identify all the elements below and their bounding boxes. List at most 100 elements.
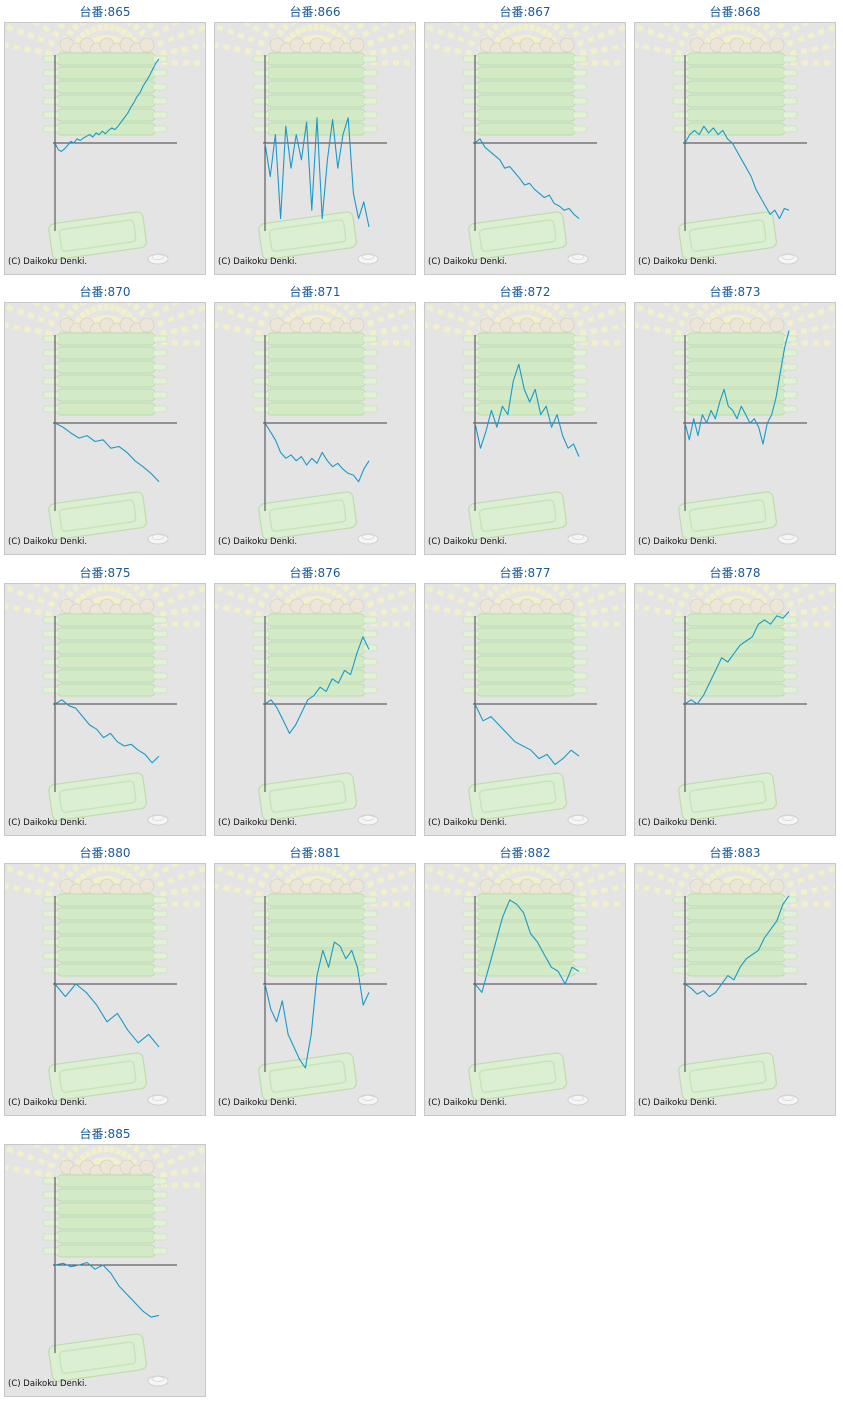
sun-ray bbox=[103, 584, 116, 625]
chart-svg bbox=[5, 1145, 205, 1387]
tray-handle bbox=[672, 391, 690, 399]
panel-artwork bbox=[425, 864, 625, 1106]
machine-chart-panel: 台番:873 (C) Daikoku Denki. bbox=[630, 280, 840, 560]
tray-shape bbox=[476, 388, 576, 402]
tray-handle bbox=[672, 896, 690, 904]
copyright-text: (C) Daikoku Denki. bbox=[218, 1098, 298, 1108]
chart-svg bbox=[635, 23, 835, 265]
tray-handle bbox=[782, 97, 798, 105]
machine-chart-panel: 台番:866 (C) Daikoku Denki. bbox=[210, 0, 420, 280]
tray-shape bbox=[56, 641, 156, 655]
chart-svg bbox=[635, 584, 835, 826]
tray-handle bbox=[362, 335, 378, 343]
bottom-tray bbox=[258, 491, 357, 540]
panel-artwork bbox=[635, 23, 835, 265]
tray-shape bbox=[56, 108, 156, 122]
chart-title: 台番:868 bbox=[709, 5, 761, 19]
tray-handle bbox=[572, 616, 588, 624]
machine-chart-panel: 台番:868 (C) Daikoku Denki. bbox=[630, 0, 840, 280]
tray-shape bbox=[266, 346, 366, 360]
coin-shape bbox=[777, 1094, 799, 1106]
machine-chart-panel: 台番:867 (C) Daikoku Denki. bbox=[420, 0, 630, 280]
chart-title: 台番:875 bbox=[79, 566, 131, 580]
panel-artwork bbox=[5, 864, 205, 1106]
coin-ring bbox=[781, 534, 795, 540]
tray-shape bbox=[476, 108, 576, 122]
tray-shape bbox=[56, 94, 156, 108]
tray-handle bbox=[42, 69, 60, 77]
sun-ray bbox=[508, 584, 529, 625]
coin-ring bbox=[151, 254, 165, 260]
tray-shape bbox=[266, 613, 366, 627]
data-series-line bbox=[684, 611, 790, 705]
sun-ray bbox=[523, 584, 544, 625]
sun-ray bbox=[733, 584, 746, 625]
tray-outer bbox=[678, 1052, 777, 1101]
tray-shape bbox=[266, 907, 366, 921]
tray-inner bbox=[688, 780, 767, 813]
tray-handle bbox=[362, 672, 378, 680]
tray-outer bbox=[468, 1052, 567, 1101]
tray-handle bbox=[42, 1233, 60, 1241]
tray-shape bbox=[686, 963, 786, 977]
sun-ray bbox=[523, 864, 552, 906]
tray-handle bbox=[42, 910, 60, 918]
tray-shape bbox=[56, 374, 156, 388]
coin-shape bbox=[567, 253, 589, 265]
bottom-tray bbox=[678, 211, 777, 260]
tray-shape bbox=[266, 80, 366, 94]
coin-ring bbox=[781, 254, 795, 260]
sun-ray bbox=[80, 584, 109, 626]
copyright-text: (C) Daikoku Denki. bbox=[218, 257, 298, 267]
tray-handle bbox=[152, 69, 168, 77]
tray-handle bbox=[152, 672, 168, 680]
tray-handle bbox=[252, 125, 270, 133]
sun-ray bbox=[733, 23, 762, 65]
sun-ray bbox=[500, 303, 529, 345]
tray-handle bbox=[672, 630, 690, 638]
sun-ray bbox=[290, 23, 319, 65]
sun-ray bbox=[306, 864, 319, 905]
tray-handle bbox=[152, 97, 168, 105]
tray-shape bbox=[56, 1216, 156, 1230]
coin-shape bbox=[357, 1094, 379, 1106]
sun-ray bbox=[500, 864, 529, 906]
tray-shape bbox=[476, 893, 576, 907]
tray-outer bbox=[468, 772, 567, 821]
copyright-text: (C) Daikoku Denki. bbox=[8, 257, 88, 267]
tray-handle bbox=[362, 630, 378, 638]
tray-handle bbox=[672, 616, 690, 624]
chart-svg bbox=[5, 303, 205, 545]
bubble-shape bbox=[769, 598, 785, 614]
tray-handle bbox=[252, 83, 270, 91]
tray-shape bbox=[476, 52, 576, 66]
tray-inner bbox=[268, 219, 347, 252]
machine-chart-panel: 台番:883 (C) Daikoku Denki. bbox=[630, 841, 840, 1121]
tray-shape bbox=[686, 669, 786, 683]
copyright-text: (C) Daikoku Denki. bbox=[428, 537, 508, 547]
tray-inner bbox=[58, 1341, 137, 1374]
tray-handle bbox=[572, 924, 588, 932]
coin-ring bbox=[781, 1095, 795, 1101]
chart-frame: (C) Daikoku Denki. bbox=[4, 22, 206, 275]
coin-ring bbox=[151, 1095, 165, 1101]
sun-ray bbox=[726, 584, 739, 625]
coin-shape bbox=[777, 253, 799, 265]
chart-title: 台番:876 bbox=[289, 566, 341, 580]
tray-handle bbox=[672, 335, 690, 343]
tray-outer bbox=[48, 772, 147, 821]
sun-ray bbox=[96, 303, 109, 344]
tray-handle bbox=[152, 686, 168, 694]
tray-handle bbox=[152, 1205, 168, 1213]
sun-ray bbox=[516, 584, 529, 625]
tray-outer bbox=[678, 491, 777, 540]
copyright-text: (C) Daikoku Denki. bbox=[8, 818, 88, 828]
tray-handle bbox=[252, 658, 270, 666]
tray-handle bbox=[672, 125, 690, 133]
tray-shape bbox=[476, 346, 576, 360]
tray-shape bbox=[56, 907, 156, 921]
tray-shape bbox=[476, 360, 576, 374]
tray-handle bbox=[152, 1219, 168, 1227]
tray-handle bbox=[572, 111, 588, 119]
